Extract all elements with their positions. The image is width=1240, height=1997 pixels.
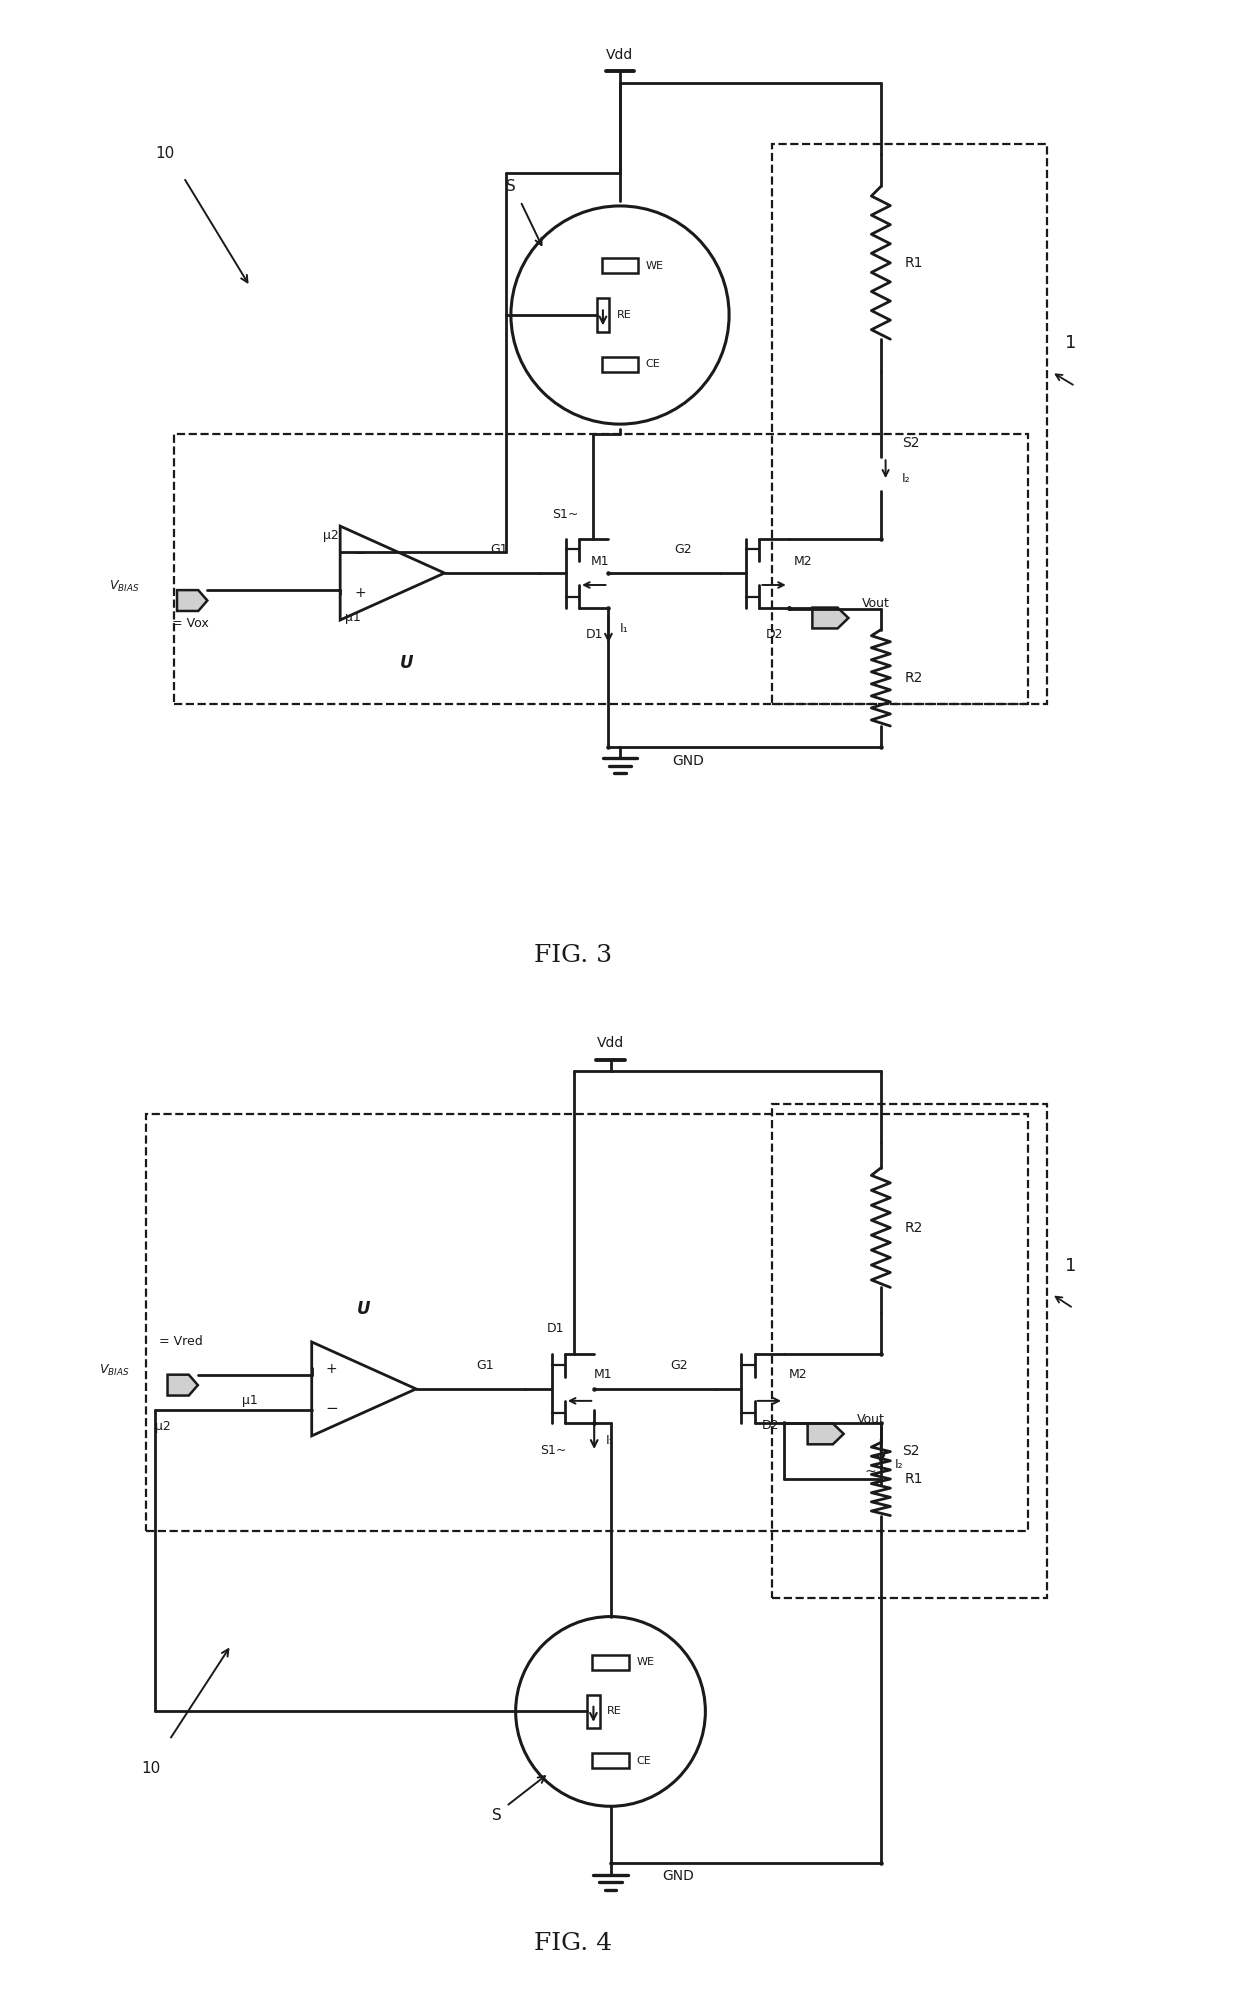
Text: S: S — [506, 180, 516, 194]
Text: 1: 1 — [1065, 333, 1076, 353]
Text: = Vox: = Vox — [172, 617, 208, 629]
Text: Vout: Vout — [862, 597, 889, 611]
Text: I₂: I₂ — [901, 471, 910, 485]
Text: G1: G1 — [491, 543, 508, 555]
Text: +: + — [355, 585, 366, 599]
Text: RE: RE — [616, 310, 631, 320]
Text: G1: G1 — [476, 1358, 494, 1372]
Text: D1: D1 — [547, 1322, 564, 1336]
Text: 1: 1 — [1065, 1256, 1076, 1274]
Text: +: + — [326, 1362, 337, 1376]
Text: R2: R2 — [904, 1220, 923, 1234]
Text: M1: M1 — [590, 555, 609, 569]
Text: Vout: Vout — [857, 1414, 885, 1426]
Bar — [771, 1104, 1047, 1598]
Text: Vdd: Vdd — [606, 48, 634, 62]
FancyBboxPatch shape — [593, 1753, 629, 1769]
Text: D1: D1 — [585, 629, 603, 641]
Text: D2: D2 — [765, 629, 784, 641]
Text: μ1: μ1 — [242, 1394, 258, 1406]
FancyBboxPatch shape — [601, 258, 639, 274]
Bar — [174, 433, 1028, 705]
Text: I₂: I₂ — [895, 1458, 904, 1472]
Text: ~: ~ — [864, 1464, 877, 1478]
Text: 10: 10 — [141, 1761, 160, 1775]
Text: = Vred: = Vred — [159, 1336, 202, 1348]
Text: M1: M1 — [594, 1368, 613, 1382]
Text: CE: CE — [646, 359, 661, 369]
FancyBboxPatch shape — [588, 1695, 600, 1727]
Polygon shape — [807, 1424, 843, 1444]
Text: WE: WE — [646, 262, 663, 272]
Text: M2: M2 — [794, 555, 812, 569]
Text: S1~: S1~ — [541, 1444, 567, 1458]
Text: D2: D2 — [761, 1418, 779, 1432]
FancyBboxPatch shape — [593, 1654, 629, 1669]
Text: FIG. 3: FIG. 3 — [533, 945, 611, 967]
Text: S1~: S1~ — [552, 509, 578, 521]
Text: S2: S2 — [901, 435, 919, 449]
Text: CE: CE — [636, 1755, 651, 1765]
Text: R1: R1 — [904, 1472, 923, 1486]
Text: I₁: I₁ — [620, 621, 629, 635]
FancyBboxPatch shape — [601, 357, 639, 371]
Text: $V_{BIAS}$: $V_{BIAS}$ — [109, 579, 139, 593]
Text: GND: GND — [672, 753, 704, 769]
Text: U: U — [399, 653, 413, 671]
Text: G2: G2 — [670, 1358, 688, 1372]
Text: $V_{BIAS}$: $V_{BIAS}$ — [99, 1364, 130, 1378]
Text: R2: R2 — [904, 671, 923, 685]
Polygon shape — [812, 607, 848, 629]
Text: Vdd: Vdd — [596, 1036, 624, 1050]
Text: I₁: I₁ — [605, 1434, 614, 1448]
Text: S2: S2 — [901, 1444, 919, 1458]
Text: WE: WE — [636, 1658, 655, 1667]
Polygon shape — [177, 591, 207, 611]
Text: S: S — [492, 1807, 501, 1823]
Text: −: − — [325, 1402, 339, 1416]
Text: −: − — [353, 545, 366, 561]
Text: μ2: μ2 — [322, 529, 339, 543]
Text: U: U — [357, 1300, 371, 1318]
Text: M2: M2 — [789, 1368, 807, 1382]
Text: μ2: μ2 — [155, 1420, 171, 1432]
Text: G2: G2 — [675, 543, 692, 555]
Text: 10: 10 — [155, 146, 175, 162]
FancyBboxPatch shape — [596, 298, 609, 332]
Text: R1: R1 — [904, 256, 923, 270]
Text: GND: GND — [662, 1869, 694, 1883]
Text: μ1: μ1 — [345, 611, 361, 623]
Text: RE: RE — [608, 1705, 622, 1717]
Text: FIG. 4: FIG. 4 — [533, 1933, 611, 1955]
Polygon shape — [167, 1374, 198, 1396]
Bar — [771, 144, 1047, 705]
Bar — [146, 1114, 1028, 1532]
